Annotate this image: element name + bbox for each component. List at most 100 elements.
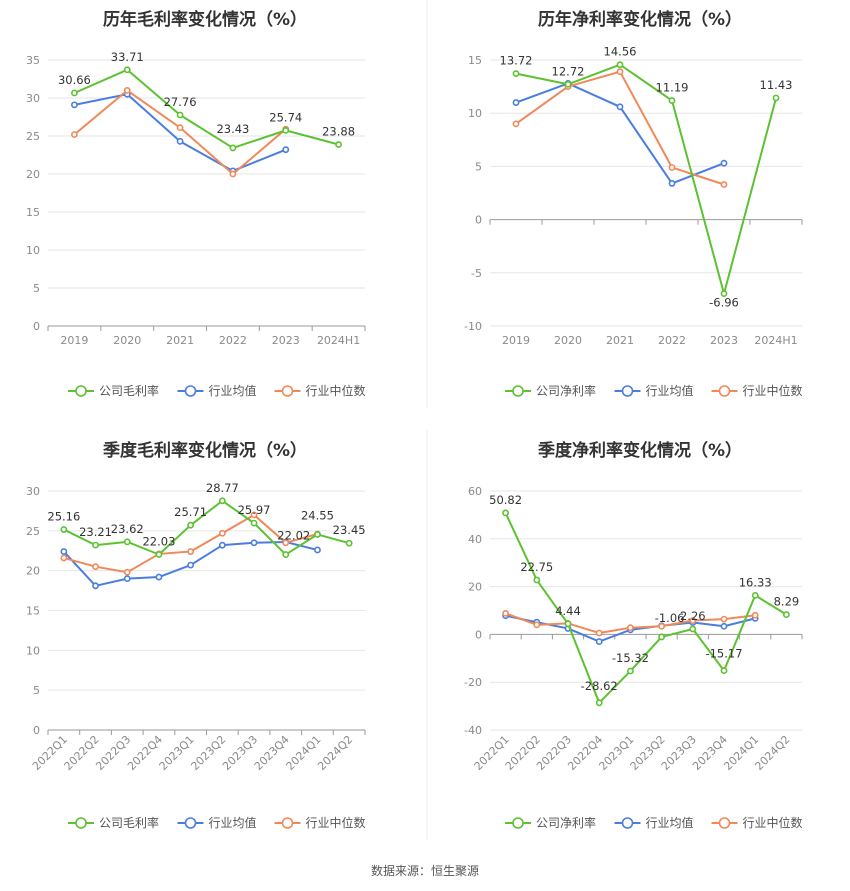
data-point-avg	[250, 539, 258, 547]
data-point-company	[282, 551, 290, 558]
data-point-median	[627, 624, 634, 632]
legend-label: 行业均值	[646, 383, 694, 398]
y-tick-label: 60	[468, 485, 482, 498]
data-point-company	[282, 126, 290, 134]
data-label: -15.17	[705, 647, 742, 661]
legend-label: 公司净利率	[536, 383, 596, 398]
data-point-median	[668, 164, 676, 171]
data-label: 33.71	[111, 50, 144, 64]
legend-label: 行业均值	[209, 815, 257, 830]
data-label: 14.56	[604, 45, 637, 59]
y-tick-label: 15	[26, 605, 40, 618]
data-point-avg	[71, 101, 78, 109]
y-tick-label: 15	[26, 206, 40, 219]
data-point-median	[502, 609, 509, 617]
y-tick-label: 10	[26, 644, 40, 657]
x-tick-label: 2024H1	[754, 334, 797, 347]
data-point-company	[502, 509, 509, 517]
data-label: 23.45	[333, 523, 366, 537]
y-tick-label: -40	[464, 724, 482, 737]
data-point-median	[229, 170, 237, 178]
data-point-company	[314, 531, 321, 538]
data-label: 25.71	[174, 505, 207, 519]
legend-marker-avg	[621, 817, 634, 829]
data-point-median	[123, 568, 131, 576]
data-point-median	[720, 181, 728, 188]
y-tick-label: 25	[26, 130, 40, 143]
data-point-avg	[92, 582, 99, 590]
data-point-avg	[282, 146, 290, 154]
legend-label: 公司毛利率	[99, 383, 159, 398]
legend-marker-median	[281, 385, 294, 397]
x-tick-label: 2024Q2	[315, 733, 355, 773]
series-line-company	[74, 68, 339, 149]
data-point-median	[512, 120, 520, 128]
y-tick-label: 30	[26, 485, 40, 498]
data-label: 11.19	[656, 81, 689, 95]
x-tick-label: 2022	[219, 334, 247, 347]
x-tick-label: 2020	[113, 334, 141, 347]
data-point-company	[772, 94, 780, 102]
data-label: 27.76	[164, 95, 197, 109]
data-point-company	[250, 519, 258, 527]
data-point-company	[155, 551, 163, 558]
chart-title: 历年毛利率变化情况（%）	[103, 9, 307, 30]
data-point-company	[564, 80, 572, 88]
data-label: 13.72	[500, 54, 533, 68]
y-tick-label: 10	[468, 107, 482, 120]
data-point-company	[627, 667, 634, 675]
legend-marker-company	[512, 385, 524, 397]
data-point-company	[689, 625, 697, 633]
x-tick-label: 2023	[710, 334, 738, 347]
y-tick-label: 35	[26, 54, 40, 67]
data-point-median	[71, 131, 78, 138]
y-tick-label: -5	[471, 267, 482, 280]
data-label: 22.02	[277, 529, 310, 543]
data-point-avg	[595, 638, 603, 645]
data-point-median	[282, 539, 290, 547]
legend-marker-avg	[621, 385, 634, 397]
data-point-median	[658, 622, 665, 630]
data-point-company	[123, 538, 131, 546]
data-point-company	[658, 633, 665, 641]
data-label: 28.77	[206, 481, 239, 495]
data-label: 22.03	[142, 534, 175, 548]
data-point-avg	[720, 159, 728, 167]
data-point-median	[689, 617, 697, 624]
data-point-company	[668, 97, 676, 104]
series-line-company	[63, 499, 350, 556]
data-point-avg	[720, 622, 728, 630]
data-label: -1.06	[655, 611, 685, 625]
data-point-median	[720, 615, 728, 623]
data-point-median	[595, 629, 603, 637]
legend-label: 行业均值	[209, 383, 257, 398]
data-point-avg	[314, 546, 321, 554]
legend-label: 行业中位数	[306, 815, 366, 830]
data-label: 11.43	[760, 78, 793, 92]
y-tick-label: 20	[468, 581, 482, 594]
data-label: 22.75	[520, 560, 553, 574]
data-label: 50.82	[489, 493, 522, 507]
data-label: 2.26	[680, 609, 706, 623]
legend-label: 行业中位数	[306, 383, 366, 398]
x-tick-label: 2019	[60, 334, 88, 347]
x-tick-label: 2023	[272, 334, 300, 347]
data-point-company	[564, 620, 572, 628]
y-tick-label: 0	[33, 320, 40, 333]
data-label: 25.97	[238, 503, 271, 517]
data-point-company	[720, 290, 728, 298]
legend-label: 行业均值	[646, 815, 694, 830]
data-point-company	[720, 667, 728, 675]
y-tick-label: 0	[33, 724, 40, 737]
data-point-company	[60, 526, 68, 533]
data-point-company	[751, 591, 759, 599]
data-point-company	[176, 111, 184, 119]
x-tick-label: 2019	[502, 334, 530, 347]
legend-label: 公司净利率	[536, 815, 596, 830]
data-point-avg	[187, 561, 195, 569]
legend-label: 行业中位数	[743, 815, 803, 830]
data-point-company	[595, 699, 603, 707]
x-tick-label: 2021	[166, 334, 194, 347]
data-point-company	[123, 66, 131, 74]
data-point-company	[218, 497, 226, 505]
